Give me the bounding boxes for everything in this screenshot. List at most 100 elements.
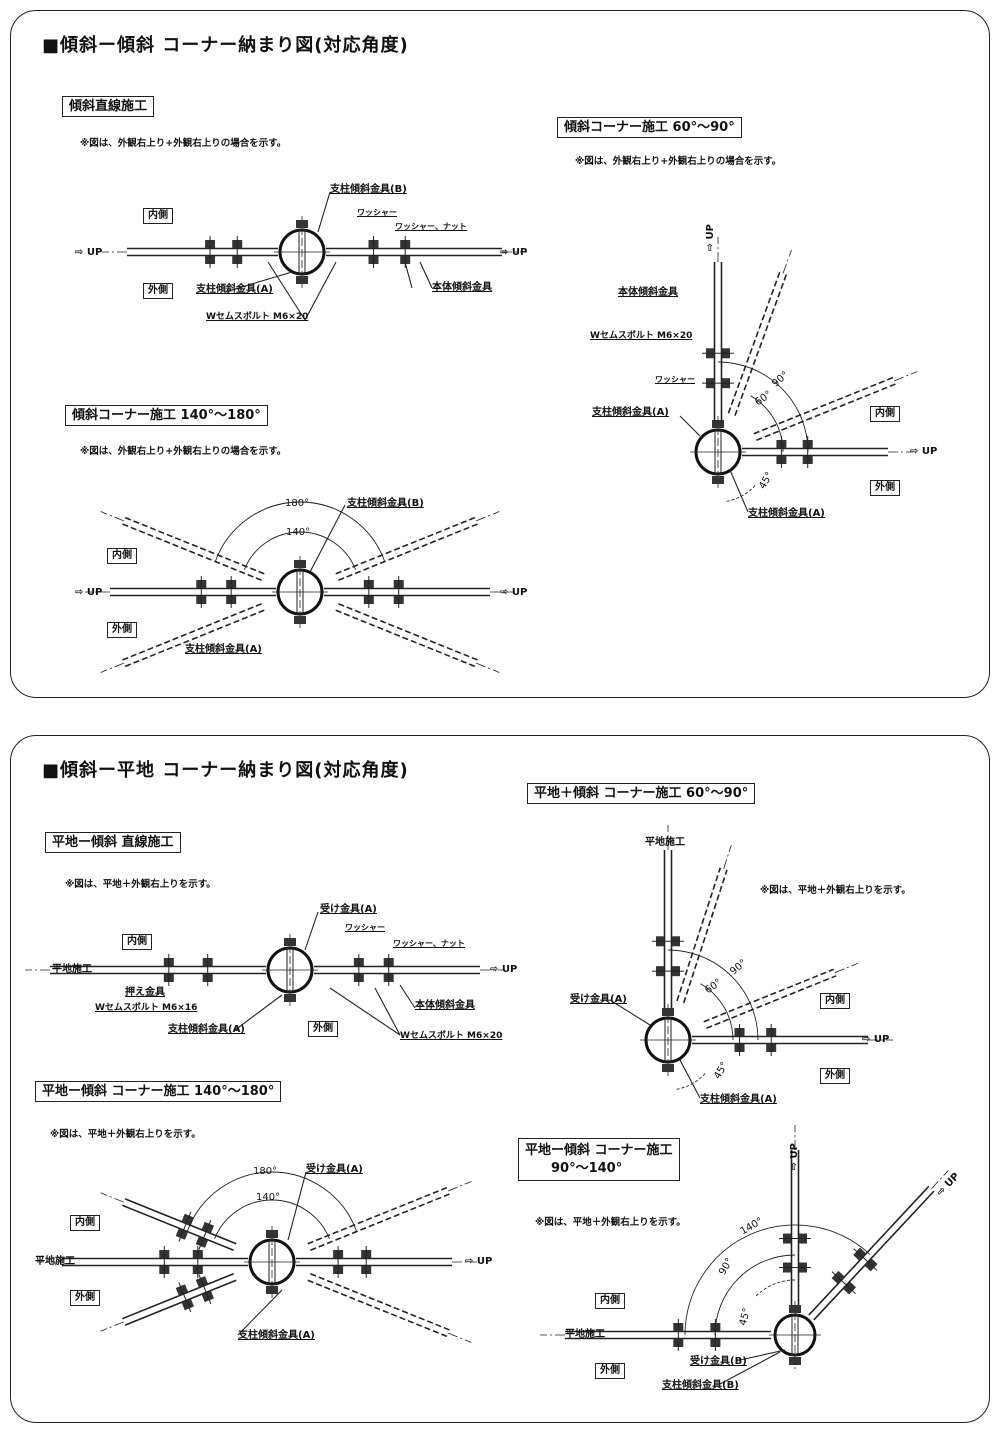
bolt-icon: [853, 1247, 878, 1272]
part-label: 支柱傾斜金具(A): [700, 1094, 777, 1105]
bolt-icon: [232, 236, 243, 268]
drawing-line: [267, 261, 306, 321]
drawing-line: [734, 274, 788, 416]
bolt-icon: [226, 576, 237, 608]
up-arrow-label: ⇨ UP: [500, 587, 528, 598]
heading-line: 平地ー傾斜 コーナー施工: [525, 1143, 673, 1158]
bolt-icon: [196, 576, 207, 608]
drawing-line: [399, 984, 416, 1009]
nut-icon: [266, 1286, 278, 1294]
drawing-line: [100, 662, 124, 673]
bolt-icon: [831, 1270, 856, 1295]
drawing-line: [719, 1351, 781, 1385]
bolt-icon: [393, 576, 404, 608]
drawing-line: [419, 261, 433, 289]
inside-label: 内側: [870, 406, 900, 422]
bolt-icon: [779, 1262, 811, 1273]
angle-arc: [726, 483, 757, 502]
angle-arc: [750, 395, 784, 453]
angle-label: 180°: [285, 498, 310, 509]
nut-icon: [296, 220, 308, 228]
post-bolt: [664, 1017, 672, 1063]
bolt-icon: [652, 936, 684, 947]
up-arrow-label: ⇨ UP: [910, 446, 938, 457]
nut-icon: [789, 1357, 801, 1365]
part-label: 支柱傾斜金具(B): [662, 1380, 739, 1391]
drawing-line: [317, 191, 331, 233]
nut-icon: [662, 1008, 674, 1016]
diagram-note: ※図は、外観右上り+外観右上りの場合を示す。: [80, 446, 287, 457]
bolt-icon: [779, 1233, 811, 1244]
angle-arc: [214, 1199, 330, 1239]
drawing-line: [329, 987, 401, 1036]
post-bolt: [298, 229, 306, 275]
bolt-icon: [333, 1246, 344, 1278]
outside-label: 外側: [107, 622, 137, 638]
drawing-line: [122, 1204, 234, 1252]
drawing-line: [304, 261, 337, 321]
drawing-line: [338, 602, 478, 661]
bolt-icon: [159, 1246, 170, 1278]
angle-arc: [717, 361, 809, 453]
inside-label: 内側: [70, 1215, 100, 1231]
drawing-line: [703, 968, 834, 1023]
drawing-line: [476, 511, 500, 522]
part-label: ワッシャー、ナット: [395, 222, 467, 231]
part-label: Wセムスボルト M6×20: [206, 312, 309, 322]
outside-label: 外側: [308, 1021, 338, 1037]
part-label: 受け金具(A): [320, 904, 377, 915]
diagram-note: ※図は、外観右上り+外観右上りの場合を示す。: [575, 156, 782, 167]
drawing-line: [448, 1181, 472, 1192]
angle-label: 140°: [256, 1192, 281, 1203]
drawing-line: [309, 504, 346, 573]
angle-arc: [714, 1254, 796, 1336]
outside-label: 外側: [143, 283, 173, 299]
part-label: Wセムスボルト M6×20: [590, 331, 693, 341]
angle-label: 180°: [253, 1166, 278, 1177]
nut-icon: [712, 476, 724, 484]
flat-label: 平地施工: [52, 964, 92, 975]
part-label: ワッシャー: [345, 923, 385, 932]
bolt-icon: [205, 236, 216, 268]
drawing-line: [124, 609, 265, 668]
part-label: 支柱傾斜金具(A): [748, 508, 825, 519]
diagram-note: ※図は、外観右上り+外観右上りの場合を示す。: [80, 138, 287, 149]
drawing-line: [100, 1192, 124, 1203]
outside-label: 外側: [820, 1068, 850, 1084]
drawing-line: [124, 516, 265, 575]
drawing-line: [237, 1289, 283, 1336]
drawing-line: [753, 376, 894, 435]
inside-label: 内側: [122, 934, 152, 950]
part-label: 支柱傾斜金具(A): [196, 284, 273, 295]
drawing-line: [679, 1059, 701, 1099]
bolt-icon: [353, 954, 364, 986]
section-slope-flat-panel: [10, 735, 990, 1423]
drawing-line: [100, 1321, 124, 1332]
bolt-icon: [702, 348, 734, 359]
up-arrow-label: ⇨ UP: [490, 964, 518, 975]
angle-arc: [700, 983, 734, 1041]
outside-label: 外側: [70, 1290, 100, 1306]
flat-label: 平地施工: [35, 1256, 75, 1267]
section-title: ■傾斜ー傾斜 コーナー納まり図(対応角度): [42, 35, 409, 56]
diagram-heading: 傾斜直線施工: [62, 96, 155, 117]
up-arrow-label: ⇨ UP: [75, 587, 103, 598]
drawing-line: [609, 999, 651, 1026]
angle-arc: [243, 531, 357, 570]
inside-label: 内側: [143, 208, 173, 224]
drawing-line: [729, 469, 749, 513]
up-arrow-label: ⇨ UP: [789, 1143, 800, 1171]
drawing-line: [894, 371, 918, 382]
post-bolt: [791, 1314, 799, 1356]
part-label: 支柱傾斜金具(A): [592, 407, 669, 418]
bolt-icon: [383, 954, 394, 986]
bolt-icon: [192, 1246, 203, 1278]
nut-icon: [296, 276, 308, 284]
part-label: 支柱傾斜金具(B): [330, 184, 407, 195]
nut-icon: [294, 560, 306, 568]
bolt-icon: [363, 576, 374, 608]
heading-line: 90°～140°: [551, 1160, 623, 1176]
drawing-line: [338, 523, 478, 582]
nut-icon: [294, 616, 306, 624]
